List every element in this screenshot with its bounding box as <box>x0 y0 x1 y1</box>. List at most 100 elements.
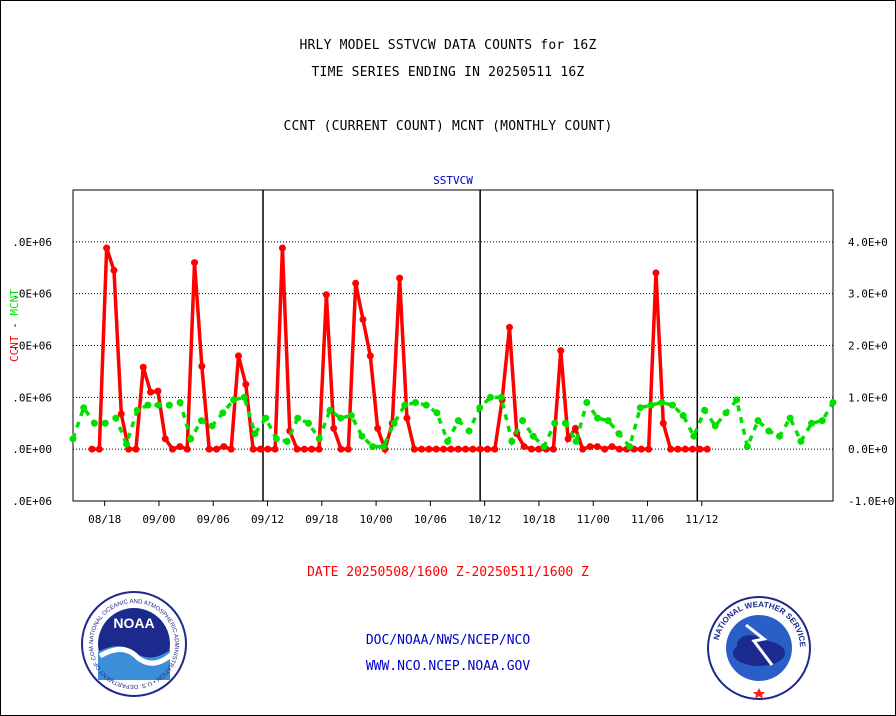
org-url-label: WWW.NCO.NCEP.NOAA.GOV <box>365 659 531 674</box>
left-tick-label: .0E+06 <box>12 340 52 353</box>
ccnt-point <box>352 279 360 287</box>
ccnt-point <box>227 445 235 453</box>
ccnt-point <box>447 445 455 453</box>
mcnt-point <box>444 437 452 445</box>
mcnt-point <box>572 437 580 445</box>
ccnt-point <box>505 323 513 331</box>
mcnt-point <box>69 435 77 443</box>
mcnt-point <box>497 393 505 401</box>
ccnt-point <box>374 424 382 432</box>
mcnt-point <box>165 401 173 409</box>
mcnt-point <box>529 432 537 440</box>
ccnt-point <box>147 388 155 396</box>
mcnt-point <box>401 401 409 409</box>
chart-title-line1: HRLY MODEL SSTVCW DATA COUNTS for 16Z <box>299 38 597 53</box>
mcnt-point <box>508 437 516 445</box>
right-tick-label: 2.0E+0 <box>848 340 888 353</box>
mcnt-point <box>668 401 676 409</box>
ccnt-point <box>264 445 272 453</box>
mcnt-point <box>679 411 687 419</box>
ccnt-point <box>256 445 264 453</box>
ccnt-point <box>674 445 682 453</box>
ccnt-point <box>476 445 484 453</box>
ccnt-point <box>484 445 492 453</box>
ccnt-point <box>359 316 367 324</box>
mcnt-point <box>187 435 195 443</box>
mcnt-point <box>818 417 826 425</box>
ccnt-point <box>432 445 440 453</box>
chart-subtitle: CCNT (CURRENT COUNT) MCNT (MONTHLY COUNT… <box>283 119 613 134</box>
ccnt-point <box>396 274 404 282</box>
mcnt-point <box>133 406 141 414</box>
left-tick-label: .0E+06 <box>12 391 52 404</box>
x-tick-label: 11/06 <box>631 513 664 526</box>
mcnt-point <box>626 443 634 451</box>
y-axis-label-part: MCNT <box>8 289 21 316</box>
ccnt-point <box>454 445 462 453</box>
ccnt-point <box>176 443 184 451</box>
ccnt-point <box>601 445 609 453</box>
right-tick-label: -1.0E+0 <box>848 495 894 508</box>
mcnt-point <box>636 404 644 412</box>
mcnt-point <box>390 419 398 427</box>
mcnt-point <box>476 404 484 412</box>
mcnt-point <box>519 417 527 425</box>
ccnt-point <box>681 445 689 453</box>
ccnt-point <box>410 445 418 453</box>
x-tick-label: 10/06 <box>414 513 447 526</box>
ccnt-point <box>418 445 426 453</box>
ccnt-point <box>191 259 199 267</box>
ccnt-point <box>462 445 470 453</box>
ccnt-point <box>527 445 535 453</box>
mcnt-point <box>733 396 741 404</box>
mcnt-point <box>829 399 837 407</box>
mcnt-point <box>690 432 698 440</box>
ccnt-point <box>132 445 140 453</box>
ccnt-point <box>213 445 221 453</box>
ccnt-point <box>425 445 433 453</box>
mcnt-point <box>219 409 227 417</box>
mcnt-point <box>379 443 387 451</box>
ccnt-point <box>88 445 96 453</box>
y-axis-label-part: CCNT <box>8 335 21 362</box>
mcnt-point <box>123 440 131 448</box>
ccnt-point <box>403 414 411 422</box>
ccnt-point <box>234 352 242 360</box>
ccnt-point <box>344 445 352 453</box>
mcnt-point <box>594 414 602 422</box>
right-tick-label: 0.0E+0 <box>848 443 888 456</box>
mcnt-point <box>454 417 462 425</box>
x-tick-label: 10/18 <box>522 513 555 526</box>
ccnt-point <box>593 443 601 451</box>
ccnt-point <box>249 445 257 453</box>
ccnt-point <box>557 347 565 355</box>
ccnt-point <box>139 363 147 371</box>
x-tick-label: 09/18 <box>305 513 338 526</box>
ccnt-point <box>579 445 587 453</box>
ccnt-point <box>564 435 572 443</box>
x-tick-label: 10/12 <box>468 513 501 526</box>
ccnt-point <box>198 362 206 370</box>
mcnt-point <box>465 427 473 435</box>
ccnt-point <box>271 445 279 453</box>
mcnt-point <box>315 435 323 443</box>
mcnt-point <box>176 399 184 407</box>
ccnt-point <box>103 244 111 252</box>
mcnt-point <box>240 393 248 401</box>
ccnt-point <box>161 435 169 443</box>
mcnt-point <box>144 401 152 409</box>
ccnt-point <box>337 445 345 453</box>
org-path-label: DOC/NOAA/NWS/NCEP/NCO <box>365 633 531 648</box>
x-tick-label: 09/06 <box>197 513 230 526</box>
mcnt-point <box>337 414 345 422</box>
ccnt-point <box>322 291 330 299</box>
mcnt-point <box>197 417 205 425</box>
mcnt-point <box>262 414 270 422</box>
ccnt-point <box>315 445 323 453</box>
x-tick-label: 09/00 <box>142 513 175 526</box>
ccnt-point <box>637 445 645 453</box>
ccnt-point <box>608 443 616 451</box>
left-tick-label: .0E+06 <box>12 495 52 508</box>
ccnt-point <box>220 443 228 451</box>
